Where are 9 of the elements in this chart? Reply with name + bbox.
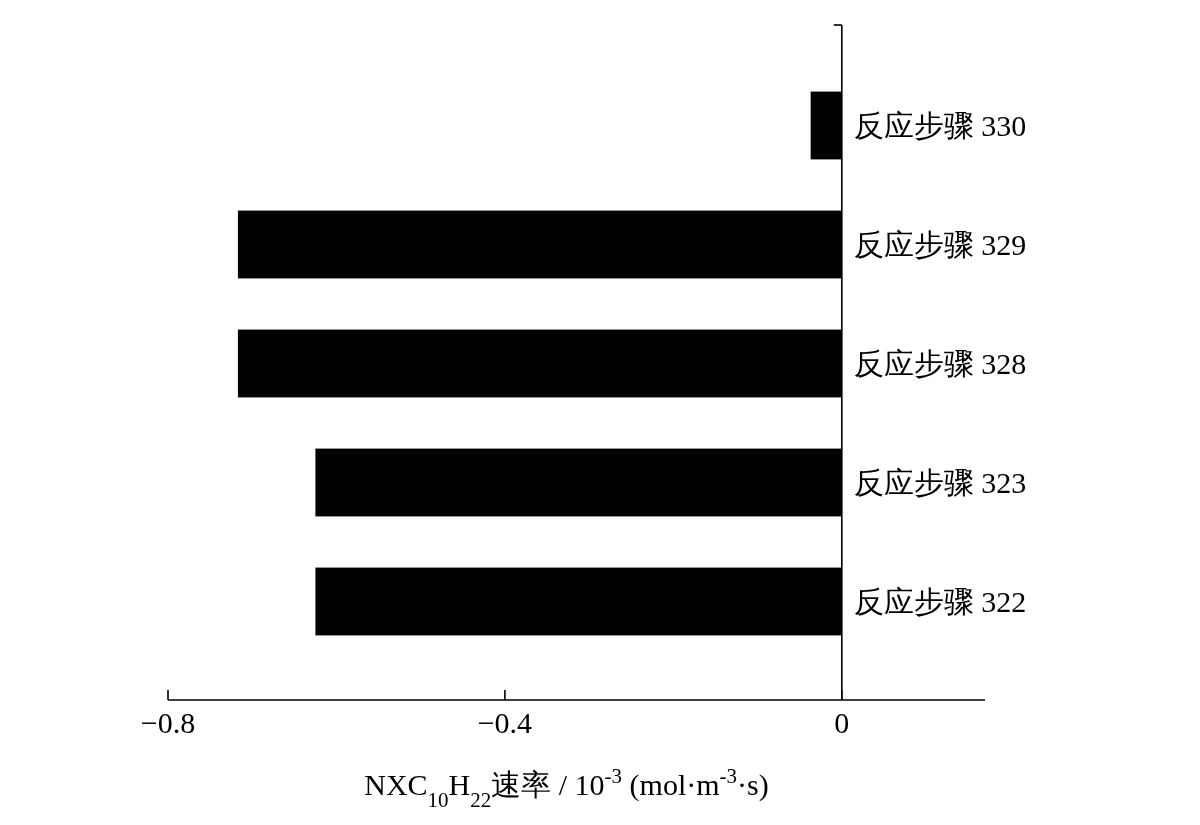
text: NXC$_{10}$H$_{22}$速率 / 10$^{-3}$ (mol·m$^{-3}$·s): [364, 764, 769, 812]
y-tick-label: 反应步骤 323: [853, 465, 1027, 499]
y-tick-label: 反应步骤 329: [853, 227, 1027, 261]
x-tick-label: −0.8: [140, 706, 196, 739]
x-tick-label: −0.4: [477, 706, 533, 739]
y-tick-label: 反应步骤 328: [853, 346, 1027, 380]
y-tick-label: 反应步骤 322: [853, 584, 1027, 618]
y-tick-label: 反应步骤 330: [853, 108, 1027, 142]
x-tick-label: 0: [834, 706, 850, 739]
